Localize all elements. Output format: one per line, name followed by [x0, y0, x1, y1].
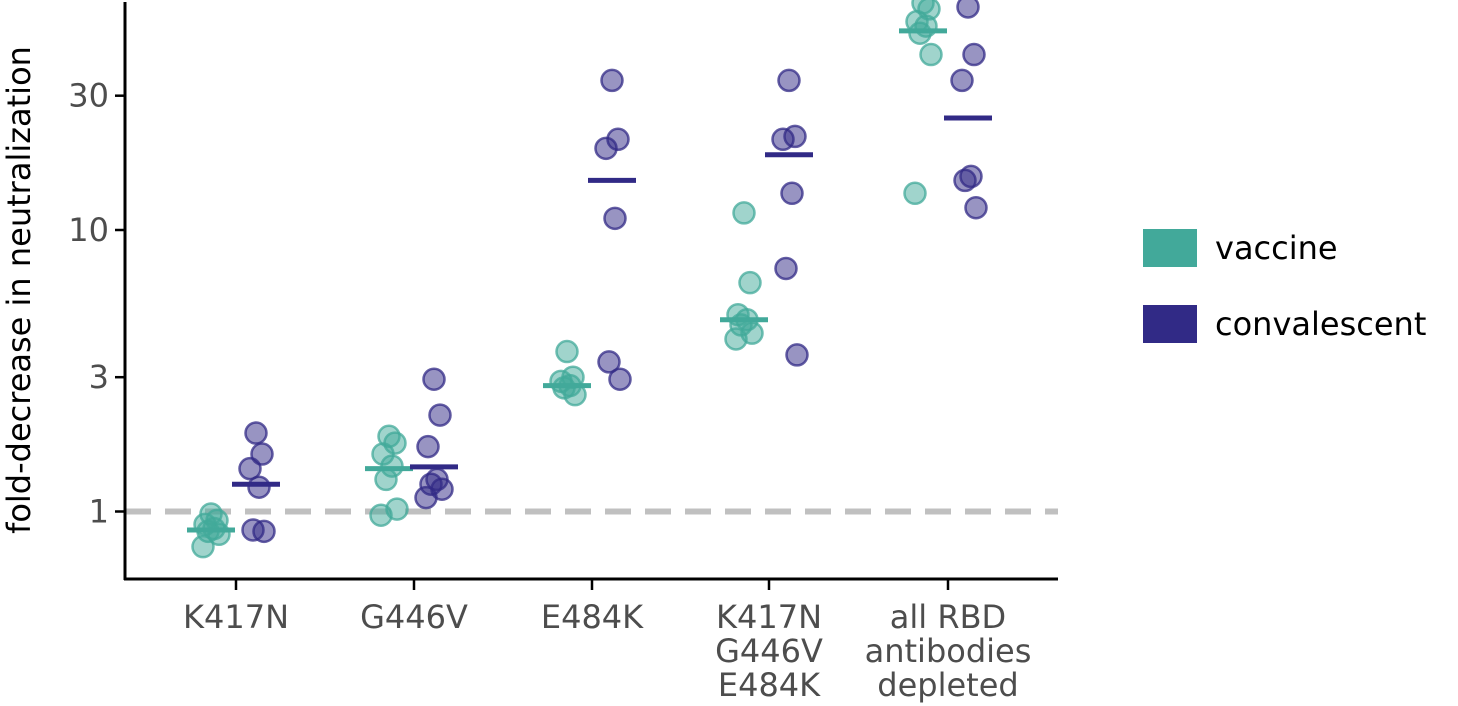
y-tick-label: 3 [89, 358, 109, 396]
y-tick-label: 10 [68, 211, 109, 249]
legend-label-convalescent: convalescent [1215, 305, 1426, 343]
data-point-vaccine [903, 181, 927, 206]
data-point-convalescent [777, 68, 801, 93]
x-tick-label: K417N G446V E484K [715, 598, 823, 704]
data-point-convalescent [953, 168, 977, 193]
data-point-convalescent [422, 367, 446, 391]
legend: vaccine convalescent [1143, 229, 1426, 343]
data-point-convalescent [608, 367, 632, 391]
y-axis-title: fold-decrease in neutralization [0, 46, 38, 534]
data-point-vaccine [724, 327, 748, 351]
data-point-vaccine [555, 339, 579, 364]
medians-layer [187, 28, 992, 533]
y-tick-label: 1 [89, 493, 109, 531]
data-point-convalescent [962, 42, 986, 67]
x-tick-label: K417N [183, 598, 289, 636]
data-point-convalescent [603, 206, 627, 231]
legend-swatch-vaccine [1143, 229, 1197, 267]
data-point-convalescent [597, 350, 621, 374]
x-tick-label: all RBD antibodies depleted [865, 598, 1032, 704]
data-point-convalescent [780, 181, 804, 206]
data-point-vaccine [369, 503, 393, 527]
x-tick-label: E484K [541, 598, 644, 636]
y-ticks-layer: 1 3 10 30 [68, 77, 125, 531]
data-point-vaccine [191, 534, 215, 559]
data-point-convalescent [594, 136, 618, 161]
data-point-convalescent [600, 68, 624, 93]
axes-layer [123, 2, 1058, 581]
data-point-convalescent [964, 195, 988, 220]
data-point-vaccine [919, 42, 943, 67]
data-point-convalescent [428, 403, 452, 427]
data-point-convalescent [774, 256, 798, 281]
data-point-vaccine [732, 201, 756, 225]
points-layer [191, 0, 988, 559]
data-point-convalescent [247, 475, 271, 499]
data-point-convalescent [414, 485, 438, 510]
data-point-convalescent [950, 68, 974, 93]
x-tick-label: G446V [360, 598, 468, 636]
data-point-convalescent [252, 519, 276, 544]
data-point-convalescent [238, 456, 262, 481]
legend-swatch-convalescent [1143, 305, 1197, 343]
data-point-vaccine [738, 270, 762, 295]
legend-label-vaccine: vaccine [1215, 229, 1338, 267]
data-point-vaccine [374, 467, 398, 492]
data-point-convalescent [244, 421, 268, 445]
data-point-convalescent [771, 127, 795, 152]
data-point-convalescent [416, 434, 440, 459]
y-tick-label: 30 [68, 77, 109, 115]
data-point-convalescent [785, 343, 809, 367]
data-point-convalescent [956, 0, 980, 19]
